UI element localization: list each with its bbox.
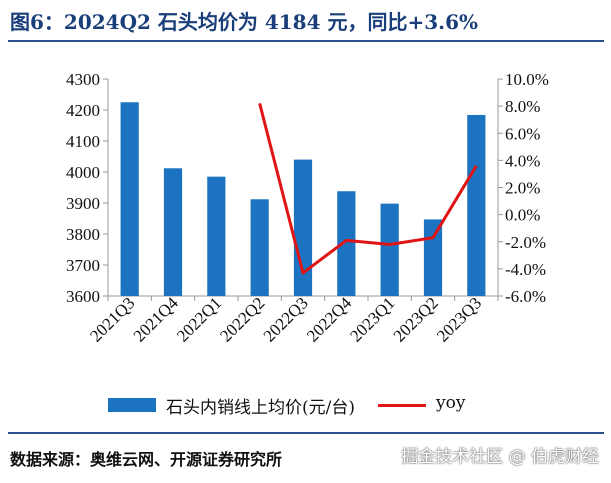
left-tick-label: 4100 <box>66 132 100 151</box>
legend-bar-label: 石头内销线上均价(元/台) <box>166 398 355 418</box>
x-tick-label: 2022Q4 <box>303 293 356 346</box>
page-title: 图6：2024Q2 石头均价为 4184 元，同比+3.6% <box>10 10 479 34</box>
footer-divider <box>8 432 604 434</box>
left-tick-label: 3700 <box>66 256 100 275</box>
x-tick-label: 2023Q3 <box>433 293 485 345</box>
right-tick-label: -2.0% <box>505 233 546 252</box>
right-tick-label: -4.0% <box>505 260 546 279</box>
x-tick-label: 2022Q3 <box>260 293 312 345</box>
bar <box>250 199 269 296</box>
data-source: 数据来源：奥维云网、开源证券研究所 <box>10 450 283 469</box>
left-tick-label: 3800 <box>66 225 100 244</box>
right-tick-label: 4.0% <box>505 151 540 170</box>
bar <box>207 176 226 296</box>
right-tick-label: -6.0% <box>505 287 546 306</box>
title-bar: 图6：2024Q2 石头均价为 4184 元，同比+3.6% <box>0 0 611 44</box>
x-tick-label: 2022Q1 <box>173 293 225 345</box>
x-tick-label: 2023Q2 <box>390 293 442 345</box>
bar <box>120 102 139 296</box>
right-tick-label: 2.0% <box>505 179 540 198</box>
left-tick-label: 3600 <box>66 287 100 306</box>
right-tick-label: 0.0% <box>505 206 540 225</box>
watermark: 掘金技术社区 @ 伯虎财经 <box>401 447 599 467</box>
left-tick-label: 4200 <box>66 101 100 120</box>
right-tick-label: 10.0% <box>505 70 549 89</box>
x-tick-label: 2022Q2 <box>216 293 268 345</box>
right-tick-label: 8.0% <box>505 97 540 116</box>
legend-line-swatch <box>378 404 426 407</box>
bar <box>293 159 313 296</box>
left-tick-label: 4300 <box>66 70 100 89</box>
left-tick-label: 4000 <box>66 163 100 182</box>
x-tick-label: 2021Q4 <box>130 293 183 346</box>
x-tick-label: 2023Q1 <box>346 293 398 345</box>
bar <box>380 203 399 296</box>
chart: 3600 3700 3800 3900 4000 4100 4200 4300 -6.0% -4.… <box>66 70 549 346</box>
legend-line-label: yoy <box>436 393 466 413</box>
title-divider <box>8 40 604 42</box>
bar <box>163 168 183 296</box>
bar <box>467 114 486 297</box>
right-tick-label: 6.0% <box>505 124 540 143</box>
yoy-line <box>258 103 478 275</box>
bar <box>423 219 443 296</box>
bar <box>337 191 356 296</box>
legend-bar-swatch <box>108 398 156 412</box>
chart-legend: 石头内销线上均价(元/台) yoy <box>0 388 611 422</box>
left-tick-label: 3900 <box>66 194 100 213</box>
